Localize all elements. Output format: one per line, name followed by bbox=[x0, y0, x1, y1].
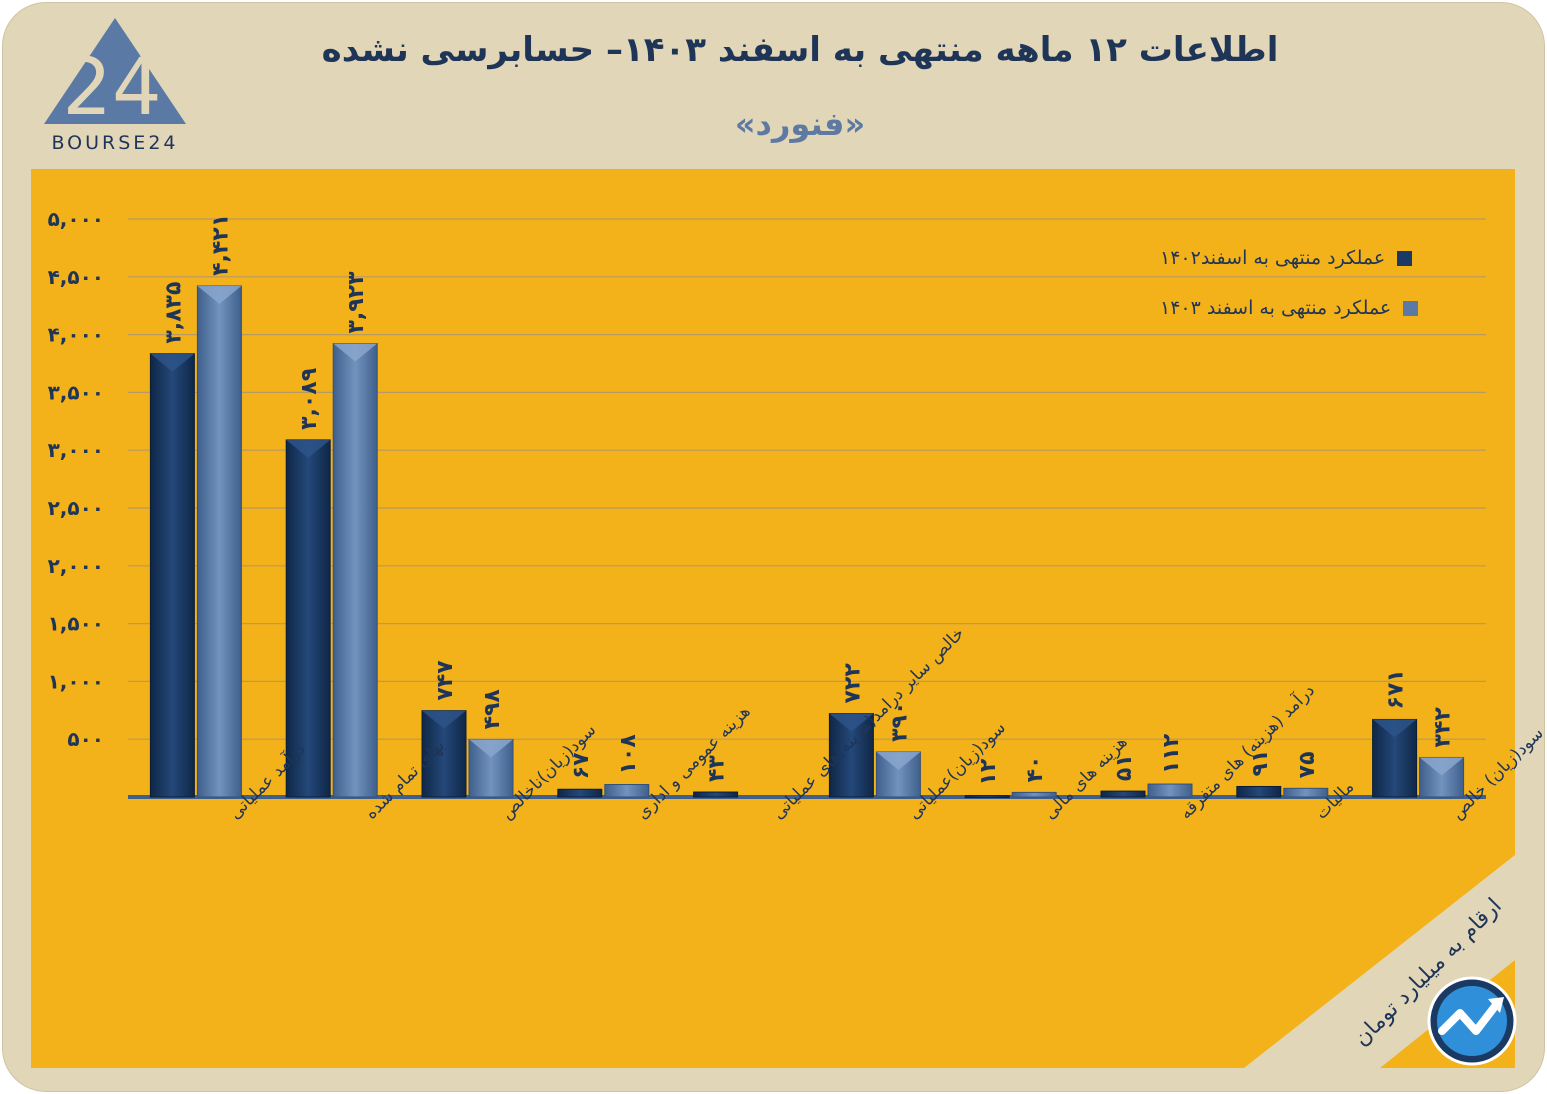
bar-highlight bbox=[469, 739, 513, 758]
bar-highlight bbox=[333, 343, 378, 362]
data-label: ۶۷۱ bbox=[1384, 669, 1409, 709]
y-tick-label: ۵,۰۰۰ bbox=[48, 207, 104, 231]
bar-1402 bbox=[149, 353, 195, 798]
y-tick-label: ۲,۵۰۰ bbox=[48, 496, 104, 520]
legend-swatch-1402 bbox=[1397, 250, 1413, 266]
legend-swatch-1403 bbox=[1403, 300, 1419, 316]
company-name: «فنورد» bbox=[734, 105, 866, 143]
y-tick-label: ۲,۰۰۰ bbox=[48, 554, 104, 578]
plot-area bbox=[31, 169, 1515, 1068]
bar-highlight bbox=[876, 751, 921, 770]
bar-1403 bbox=[332, 343, 378, 798]
data-label: ۳۹۰ bbox=[887, 702, 912, 742]
data-label: ۳,۸۳۵ bbox=[161, 282, 186, 344]
y-tick-label: ۳,۰۰۰ bbox=[48, 438, 104, 462]
bar-1402 bbox=[1100, 790, 1146, 798]
x-category-label: هزینه عمومی و اداری bbox=[633, 702, 755, 824]
y-tick-label: ۴,۰۰۰ bbox=[48, 323, 104, 347]
y-tick-label: ۱,۵۰۰ bbox=[48, 612, 104, 636]
logo-text: BOURSE24 bbox=[51, 132, 179, 154]
data-label: ۴۰ bbox=[1023, 756, 1048, 783]
bar-1402 bbox=[557, 788, 603, 798]
data-label: ۹۱ bbox=[1248, 750, 1273, 777]
bar-1402 bbox=[1236, 785, 1282, 798]
data-label: ۴۹۸ bbox=[480, 689, 505, 730]
data-label: ۱۱۲ bbox=[1159, 733, 1184, 774]
data-label: ۳,۰۸۹ bbox=[297, 368, 322, 430]
legend-item-1403: عملکرد منتهی به اسفند ۱۴۰۳ bbox=[1160, 293, 1480, 323]
bourse24-logo-icon: 24 bbox=[44, 18, 186, 133]
legend-label-1402: عملکرد منتهی به اسفند۱۴۰۲ bbox=[1160, 247, 1386, 269]
bar-highlight bbox=[286, 439, 331, 458]
data-label: ۴,۴۲۱ bbox=[208, 214, 233, 276]
x-category-label: درآمد (هزینه) های متفرقه bbox=[1174, 679, 1318, 823]
data-label: ۴۳ bbox=[705, 755, 730, 782]
data-label: ۱۲ bbox=[976, 758, 1001, 785]
data-label: ۳,۹۲۳ bbox=[344, 271, 369, 334]
bar-1403 bbox=[604, 784, 650, 798]
data-label: ۶۷ bbox=[569, 752, 594, 779]
bar-1403 bbox=[1147, 783, 1193, 798]
x-category-label: مالیات bbox=[1312, 777, 1359, 824]
chart-title: اطلاعات ۱۲ ماهه منتهی به اسفند ۱۴۰۳– حسا… bbox=[321, 30, 1279, 70]
data-label: ۷۲۲ bbox=[840, 663, 865, 704]
y-tick-label: ۱,۰۰۰ bbox=[48, 669, 104, 693]
bar-highlight bbox=[1419, 757, 1464, 776]
data-label: ۱۰۸ bbox=[616, 734, 641, 775]
bar-highlight bbox=[197, 285, 242, 304]
bar-highlight bbox=[150, 353, 195, 372]
bar-highlight bbox=[422, 710, 466, 729]
legend-label-1403: عملکرد منتهی به اسفند ۱۴۰۳ bbox=[1160, 297, 1392, 319]
legend-item-1402: عملکرد منتهی به اسفند۱۴۰۲ bbox=[1160, 243, 1480, 273]
bar-1403 bbox=[1011, 791, 1057, 798]
y-tick-label: ۳,۵۰۰ bbox=[48, 380, 104, 404]
bar-1402 bbox=[693, 791, 739, 798]
svg-text:24: 24 bbox=[62, 43, 161, 133]
bar-1402 bbox=[964, 795, 1010, 799]
bar-highlight bbox=[829, 713, 874, 732]
data-label: ۷۴۷ bbox=[433, 660, 458, 701]
bar-highlight bbox=[1372, 719, 1417, 738]
bar-1403 bbox=[196, 285, 242, 798]
trend-arrow-icon bbox=[1427, 976, 1517, 1066]
legend: عملکرد منتهی به اسفند۱۴۰۲ عملکرد منتهی ب… bbox=[1160, 243, 1480, 343]
bar-1403 bbox=[1283, 787, 1329, 798]
y-tick-label: ۵۰۰ bbox=[67, 727, 104, 751]
data-label: ۳۴۲ bbox=[1431, 707, 1456, 748]
data-label: ۷۵ bbox=[1295, 751, 1320, 778]
y-tick-label: ۴,۵۰۰ bbox=[48, 265, 104, 289]
data-label: ۵۱ bbox=[1112, 754, 1137, 781]
